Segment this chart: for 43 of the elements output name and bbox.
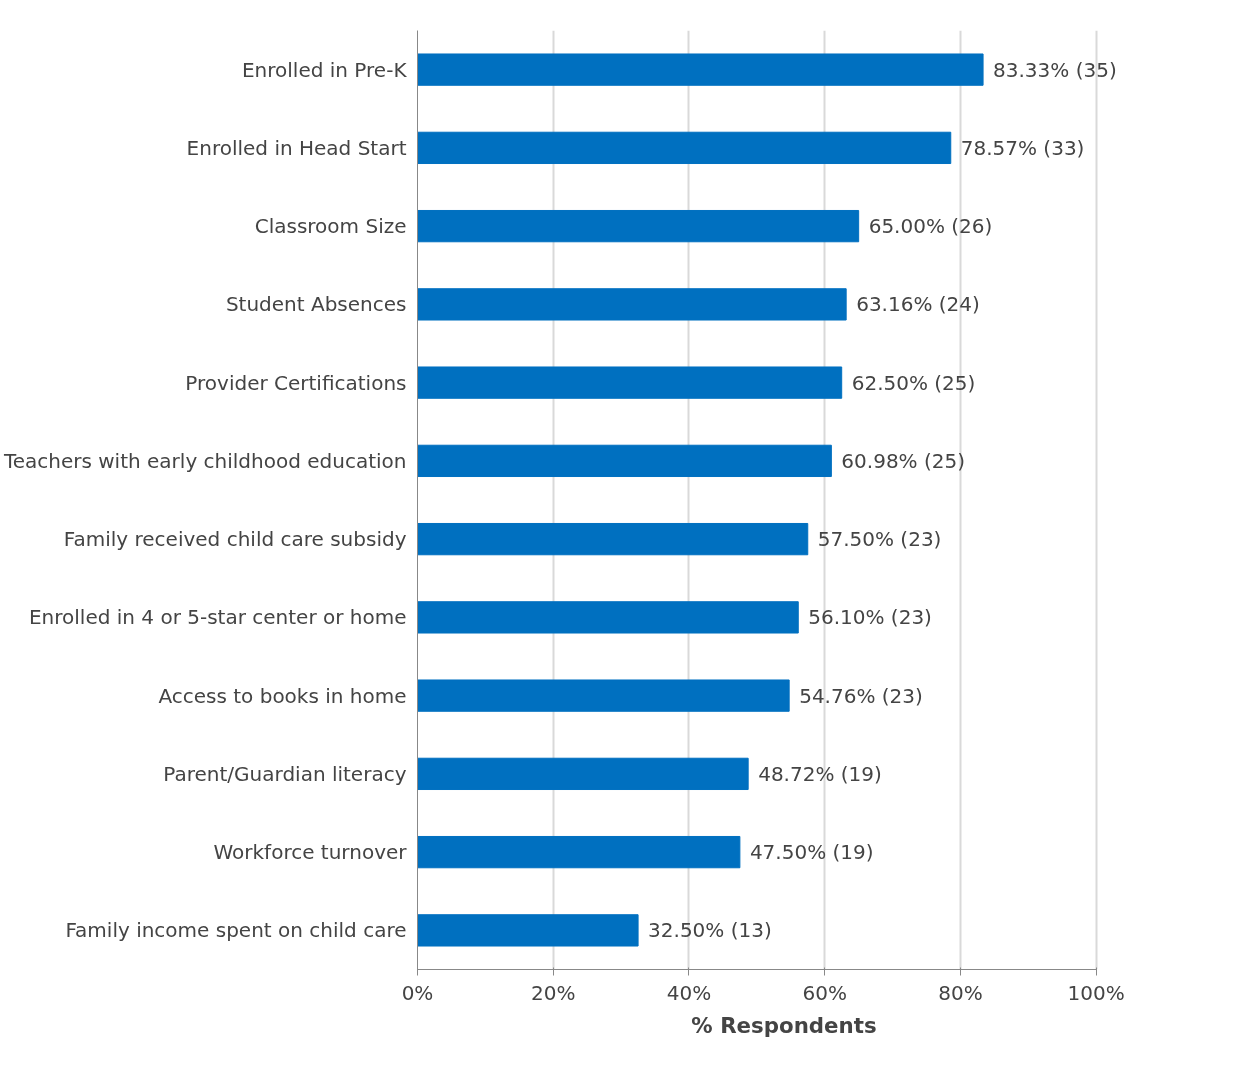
data-label: 83.33% (35) bbox=[993, 57, 1117, 82]
data-label: 78.57% (33) bbox=[960, 135, 1085, 160]
bar bbox=[417, 288, 847, 321]
y-tick-label: Parent/Guardian literacy bbox=[163, 761, 407, 786]
bar bbox=[417, 131, 952, 165]
data-label: 57.50% (23) bbox=[817, 527, 942, 552]
x-tick-label: 100% bbox=[1067, 980, 1125, 1005]
bar bbox=[417, 757, 749, 791]
x-axis-title: % Respondents bbox=[691, 1012, 877, 1038]
data-label: 32.50% (13) bbox=[648, 918, 772, 943]
data-label: 47.50% (19) bbox=[749, 840, 874, 865]
y-tick-label: Access to books in home bbox=[158, 683, 407, 708]
data-label: 63.16% (24) bbox=[856, 292, 980, 317]
data-label: 60.98% (25) bbox=[841, 448, 966, 473]
bar bbox=[417, 679, 790, 712]
bar bbox=[417, 366, 843, 399]
x-tick-label: 60% bbox=[802, 980, 847, 1005]
y-tick-label: Family income spent on child care bbox=[65, 918, 407, 943]
data-label: 65.00% (26) bbox=[868, 214, 993, 239]
bar bbox=[417, 522, 809, 556]
x-tick-label: 40% bbox=[666, 980, 712, 1005]
data-label: 56.10% (23) bbox=[808, 605, 932, 630]
y-tick-label: Workforce turnover bbox=[213, 840, 408, 865]
y-tick-label: Enrolled in Head Start bbox=[186, 135, 407, 160]
x-tick-label: 20% bbox=[531, 980, 576, 1005]
bar bbox=[417, 209, 860, 243]
y-tick-label: Enrolled in Pre-K bbox=[241, 57, 408, 82]
y-tick-label: Student Absences bbox=[225, 292, 407, 317]
y-tick-label: Classroom Size bbox=[254, 214, 407, 239]
bar bbox=[417, 444, 832, 478]
data-label: 54.76% (23) bbox=[799, 683, 923, 708]
y-tick-label: Enrolled in 4 or 5-star center or home bbox=[28, 605, 407, 630]
bar bbox=[417, 601, 799, 634]
bar bbox=[417, 835, 741, 869]
data-label: 48.72% (19) bbox=[758, 761, 882, 786]
data-label: 62.50% (25) bbox=[851, 370, 976, 395]
bar bbox=[417, 914, 639, 947]
x-tick-label: 80% bbox=[938, 980, 983, 1005]
x-tick-label: 0% bbox=[401, 980, 434, 1005]
y-tick-label: Teachers with early childhood education bbox=[2, 448, 407, 473]
bar bbox=[417, 53, 984, 86]
y-tick-label: Family received child care subsidy bbox=[63, 527, 407, 552]
y-tick-label: Provider Certifications bbox=[185, 370, 407, 395]
